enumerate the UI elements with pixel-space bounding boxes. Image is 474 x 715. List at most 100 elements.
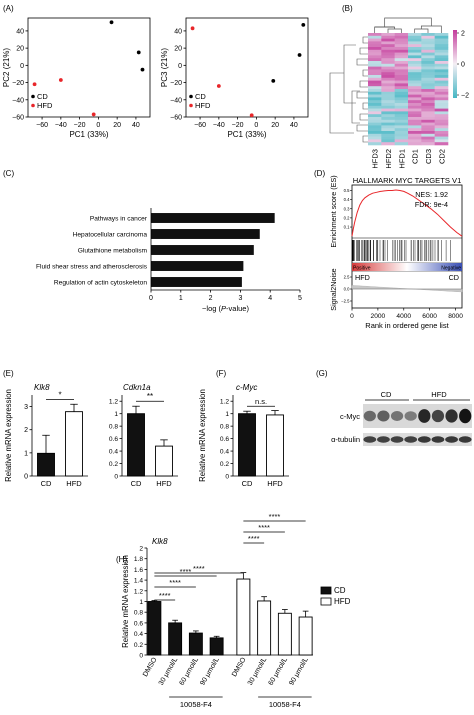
heatmap-cell — [421, 35, 435, 39]
heatmap-cell — [394, 52, 409, 56]
heatmap-cell — [434, 63, 449, 67]
heatmap-cell — [394, 128, 409, 132]
heatmap-cell — [408, 47, 422, 51]
heatmap-cell — [394, 86, 409, 90]
heatmap-cell — [381, 103, 395, 107]
colorbar-tick-label: 2 — [461, 31, 465, 38]
significance-label: **** — [193, 564, 205, 573]
heatmap-cell — [408, 41, 422, 45]
y-tick-label: 2.5 — [344, 275, 350, 280]
heatmap-cell — [408, 44, 422, 48]
legend-label-hfd: HFD — [334, 597, 351, 606]
heatmap-cell — [368, 136, 382, 140]
heatmap-cell — [394, 117, 409, 121]
y-tick-label: 0 — [225, 474, 229, 481]
bar-cd — [127, 413, 145, 477]
x-tick-label: 4 — [268, 295, 272, 302]
heatmap-cell — [434, 80, 449, 84]
heatmap-cell — [434, 131, 449, 135]
x-category-label: CD — [131, 479, 142, 488]
cmyc-band — [445, 409, 458, 423]
chart-title: Cdkn1a — [123, 383, 151, 392]
heatmap-cell — [421, 55, 435, 59]
y-tick-label: 0 — [20, 63, 24, 70]
tubulin-band — [404, 436, 418, 443]
heatmap-cell — [408, 52, 422, 56]
y-tick-label: 0.4 — [344, 197, 350, 202]
significance-label: ** — [147, 392, 153, 401]
data-point-hfd — [249, 113, 254, 118]
heatmap-cell — [368, 63, 382, 67]
heatmap-cell — [394, 33, 409, 37]
heatmap-cell — [368, 100, 382, 104]
treatment-label-hfd: 10058-F4 — [269, 700, 301, 709]
heatmap-cell — [368, 125, 382, 129]
treatment-label-cd: 10058-F4 — [180, 700, 212, 709]
heatmap-cell — [421, 100, 435, 104]
plot-frame — [27, 17, 151, 118]
x-tick-label: 8000 — [448, 313, 463, 320]
heatmap-cell — [368, 122, 382, 126]
significance-label: **** — [159, 591, 171, 600]
heatmap-cell — [434, 66, 449, 70]
cmyc-band — [363, 410, 376, 422]
heatmap-cell — [394, 61, 409, 65]
heatmap-cell — [421, 119, 435, 123]
heatmap-cell — [381, 125, 395, 129]
heatmap-cell — [408, 105, 422, 109]
cmyc-band — [431, 409, 445, 423]
y-tick-label: 1.6 — [134, 567, 143, 574]
y-tick-label: 0 — [114, 474, 118, 481]
enrichment-score-curve — [351, 189, 463, 237]
heatmap-cell — [421, 58, 435, 62]
plot-frame — [185, 17, 309, 118]
heatmap-cell — [394, 97, 409, 101]
heatmap-cell — [368, 133, 382, 137]
heatmap-cell — [368, 66, 382, 70]
heatmap-cell — [421, 44, 435, 48]
heatmap-cell — [381, 44, 395, 48]
heatmap-cell — [381, 114, 395, 118]
y-tick-label: 1 — [139, 599, 143, 606]
tubulin-band — [431, 436, 445, 443]
y-tick-label: 2 — [24, 427, 28, 434]
heatmap-cell — [421, 89, 435, 93]
heatmap-cell — [381, 41, 395, 45]
heatmap-cell — [394, 103, 409, 107]
pathway-label: Glutathione metabolism — [78, 248, 148, 255]
heatmap-cell — [394, 122, 409, 126]
heatmap-cell — [368, 86, 382, 90]
bar-cd — [238, 413, 256, 477]
x-tick-label: −40 — [213, 122, 225, 129]
y-tick-label: −20 — [12, 80, 24, 87]
data-point-hfd — [190, 26, 195, 31]
heatmap-column-label: CD1 — [411, 149, 420, 164]
heatmap-cell — [394, 139, 409, 143]
pathway-bar — [151, 213, 275, 223]
x-category-label: 30 μmol/L — [247, 656, 269, 686]
y-tick-label: 1.4 — [134, 578, 143, 585]
legend-marker-hfd — [189, 103, 193, 108]
y-tick-label: 1.2 — [109, 399, 118, 406]
heatmap-cell — [368, 47, 382, 51]
x-category-label: HFD — [156, 479, 172, 488]
x-axis-label-part: −log ( — [202, 304, 221, 313]
colorbar-tick-label: −2 — [461, 93, 469, 100]
heatmap-column-label: HFD1 — [397, 149, 406, 169]
heatmap-cell — [421, 83, 435, 87]
y-tick-label: 3 — [24, 404, 28, 411]
heatmap-cell — [421, 94, 435, 98]
y-axis-label-bottom: Signal2Noise — [329, 268, 338, 310]
heatmap-cell — [421, 142, 435, 146]
heatmap-cell — [368, 142, 382, 146]
data-point-cd — [140, 67, 145, 72]
heatmap-cell — [434, 100, 449, 104]
heatmap-cell — [381, 142, 395, 146]
legend-label-hfd: HFD — [37, 101, 53, 110]
x-tick-label: 1 — [179, 295, 183, 302]
heatmap-cell — [381, 35, 395, 39]
y-tick-label: −20 — [170, 80, 182, 87]
x-category-label: HFD — [66, 479, 82, 488]
tubulin-band — [417, 436, 431, 443]
